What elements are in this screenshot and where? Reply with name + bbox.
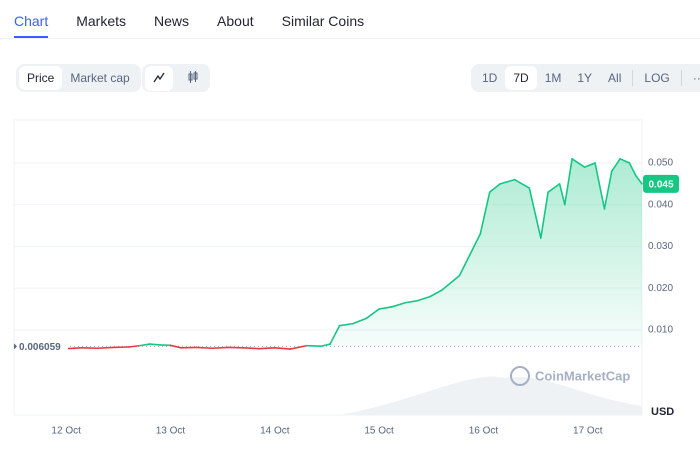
price-segment [96,346,114,350]
price-segment [195,346,214,350]
price-segment [458,253,471,277]
line-icon-button[interactable] [145,65,173,91]
price-segment [540,191,549,239]
price-segment [169,344,182,349]
price-segment [378,306,393,310]
price-segment [289,344,307,350]
tab[interactable]: Markets [76,13,127,29]
price-segment [488,183,501,193]
x-tick-label: 13 Oct [156,426,186,437]
price-segment [558,183,566,206]
price-segment [127,344,140,348]
currency-label: USD [651,406,674,418]
y-tick-label: 0.020 [648,283,673,294]
range-button[interactable]: 1Y [577,71,593,85]
toggle-button[interactable]: Market cap [70,71,130,85]
price-segment [352,317,368,325]
tab[interactable]: About [217,13,254,29]
y-tick-label: 0.050 [648,158,673,169]
range-button[interactable]: All [608,71,622,85]
plot-frame [13,119,643,416]
x-tick-label: 16 Oct [469,426,499,437]
price-segment [65,347,83,350]
price-segment [619,158,631,164]
price-segment [242,347,260,350]
price-segment [404,299,419,304]
price-segment [513,178,531,189]
price-segment [429,289,443,298]
baseline-pointer [14,343,17,350]
price-segment [440,274,461,292]
range-button[interactable]: 1D [482,71,498,85]
baseline-label: 0.006059 [19,342,61,353]
price-segment [594,162,606,210]
range-button[interactable]: 7D [505,66,537,90]
price-segment [258,347,276,350]
watermark-text: CoinMarketCap [535,368,630,383]
y-tick-label: 0.010 [648,325,673,336]
current-price-badge [643,174,679,193]
price-area [66,158,642,350]
price-segment [564,158,573,206]
tab[interactable]: News [154,13,190,29]
divider [0,38,700,39]
price-segment [610,158,621,173]
price-segment [479,191,491,235]
candle-icon-button[interactable] [179,66,207,91]
tab-bar: Chart Markets News About Similar Coins [14,0,364,38]
separator [632,70,634,86]
volume-shape [340,376,642,415]
price-segment [528,187,542,239]
price-segment [148,343,161,346]
price-segment [603,170,613,210]
price-segment [583,162,596,168]
price-segment [320,343,331,347]
range-button[interactable]: 1M [544,71,562,85]
price-segment [138,343,151,347]
separator [680,70,682,86]
price-segment [416,295,432,302]
current-price-label: 0.045 [648,179,673,190]
price-segment [365,308,380,319]
toggle-button[interactable]: Price [19,66,63,90]
more-button[interactable]: ··· [692,71,700,85]
x-tick-label: 14 Oct [260,426,290,437]
range-selector: 1D 7D 1M 1Y All LOG ··· [471,64,700,92]
baseline-badge [16,338,68,355]
candle-icon [188,70,198,83]
y-tick-label: 0.040 [648,199,673,210]
x-tick-label: 15 Oct [364,426,394,437]
tab[interactable]: Similar Coins [281,13,365,29]
range-button[interactable]: LOG [644,71,670,85]
price-segment [273,347,292,350]
x-tick-label: 12 Oct [51,426,81,437]
view-toggle: Price Market cap [16,64,141,92]
y-tick-label: 0.030 [648,241,673,252]
price-segment [634,174,643,185]
price-segment [338,322,354,327]
price-segment [390,301,406,308]
tab[interactable]: Chart [14,0,49,38]
price-segment [499,178,516,185]
watermark: CoinMarketCap [510,366,630,386]
price-segment [469,233,482,256]
price-segment [211,346,229,350]
price-segment [329,324,341,345]
price-segment [628,162,637,177]
price-segment [571,158,586,168]
line-icon [153,72,165,82]
x-tick-label: 17 Oct [573,426,603,437]
price-segment [547,183,561,193]
chart-style-toggle [142,64,210,92]
